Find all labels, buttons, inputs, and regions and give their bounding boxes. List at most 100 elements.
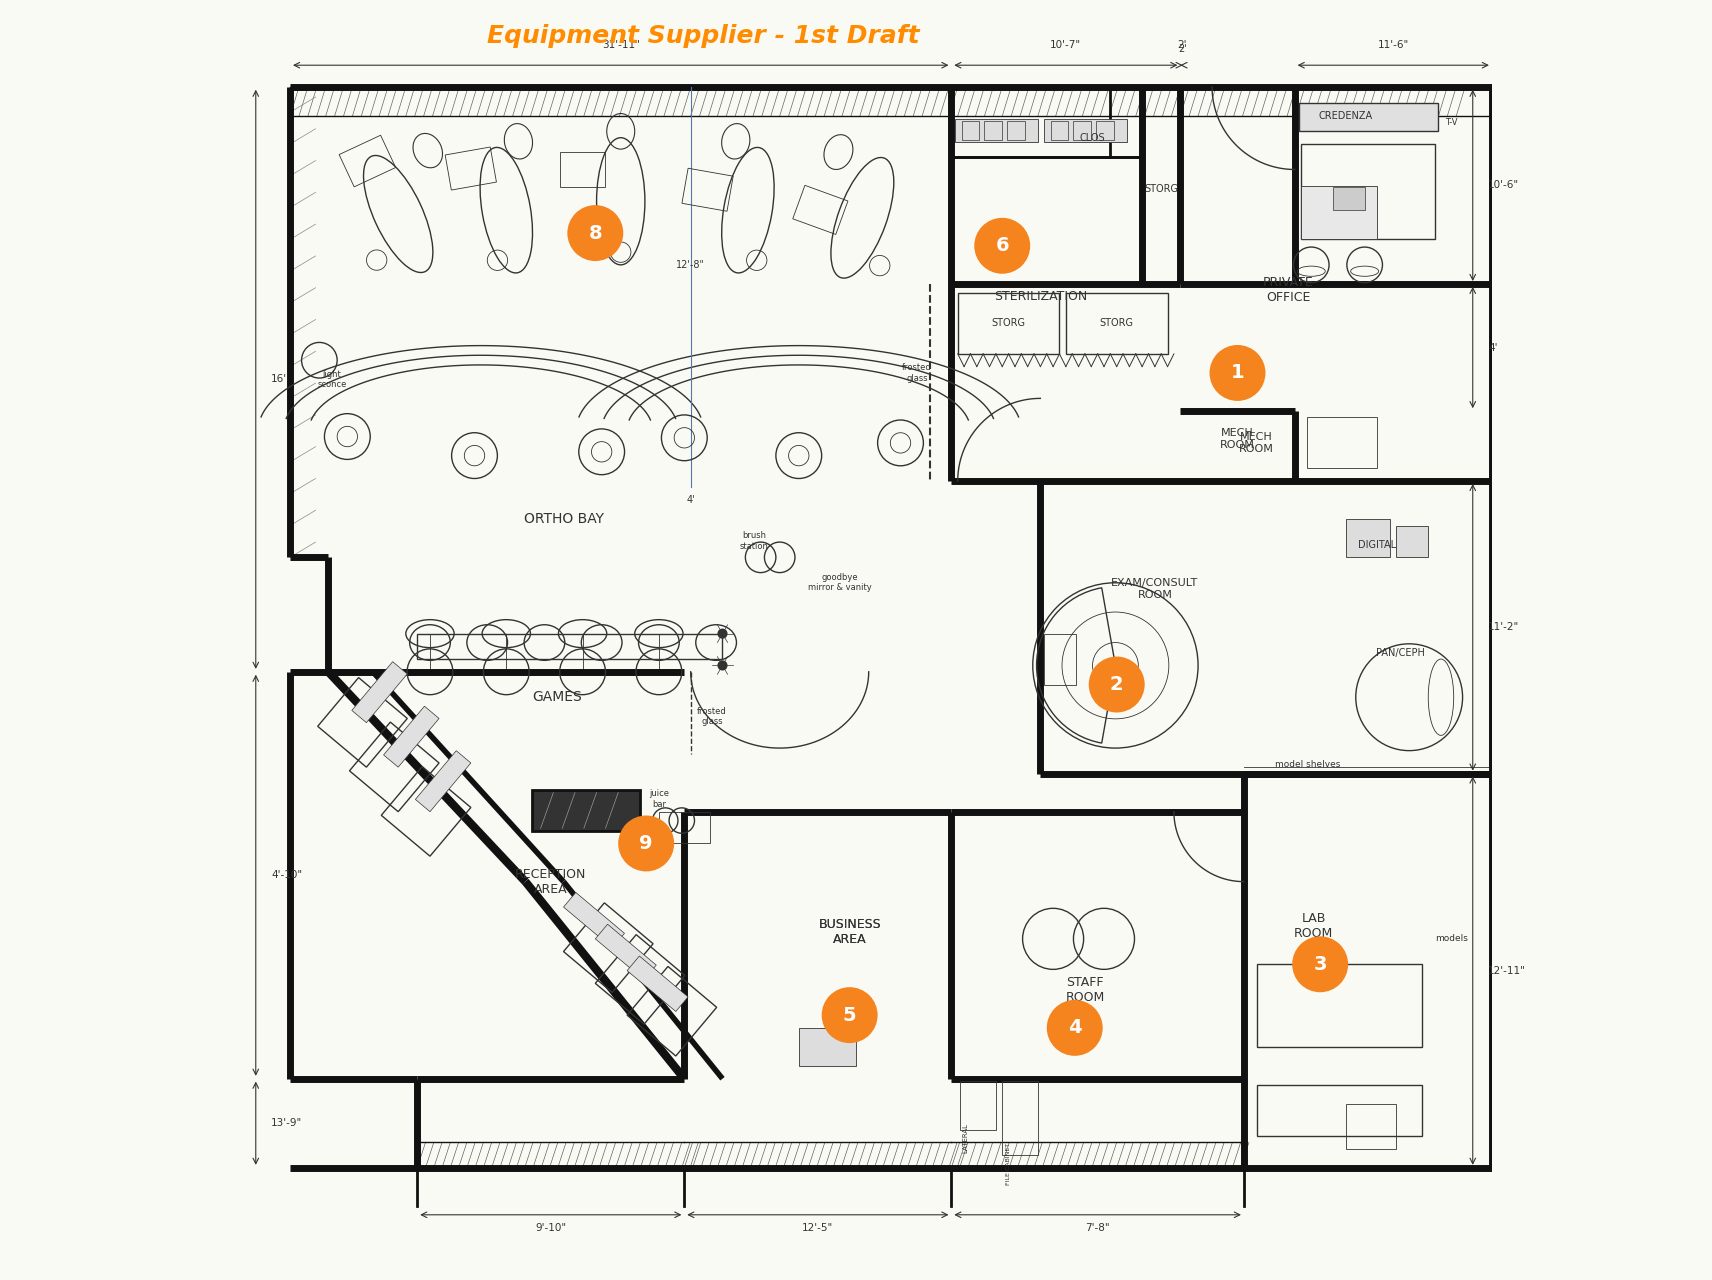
- Circle shape: [717, 660, 728, 671]
- Text: MECH
ROOM: MECH ROOM: [1221, 429, 1255, 449]
- Text: 4': 4': [1488, 343, 1498, 352]
- Bar: [962, 122, 979, 141]
- Bar: [1298, 104, 1438, 132]
- Bar: [1301, 186, 1378, 239]
- Text: 12'-8": 12'-8": [676, 260, 705, 270]
- Bar: [955, 119, 1037, 142]
- Text: STAFF
ROOM: STAFF ROOM: [1065, 975, 1104, 1004]
- Text: BUSINESS
AREA: BUSINESS AREA: [818, 919, 882, 946]
- Bar: [596, 934, 685, 1024]
- Text: 4'-10": 4'-10": [270, 870, 301, 881]
- Bar: [563, 902, 652, 992]
- Text: frosted
glass: frosted glass: [697, 707, 728, 726]
- Bar: [1051, 122, 1068, 141]
- Text: model shelves: model shelves: [1275, 760, 1340, 769]
- Text: ORTHO BAY: ORTHO BAY: [524, 512, 604, 526]
- Bar: [532, 790, 640, 831]
- Text: FILE CABINET: FILE CABINET: [1007, 1143, 1012, 1185]
- Bar: [1067, 293, 1168, 353]
- Circle shape: [822, 987, 878, 1043]
- Text: LATERAL: LATERAL: [962, 1124, 969, 1153]
- Bar: [627, 956, 688, 1011]
- Circle shape: [1046, 1000, 1103, 1056]
- Text: 13'-9": 13'-9": [270, 1119, 303, 1128]
- Text: PAN/CEPH: PAN/CEPH: [1376, 648, 1424, 658]
- Text: 8: 8: [589, 224, 603, 243]
- Bar: [351, 662, 407, 723]
- Bar: [957, 293, 1060, 353]
- Text: GAMES: GAMES: [532, 690, 582, 704]
- Text: 7'-8": 7'-8": [1085, 1222, 1109, 1233]
- Circle shape: [1209, 346, 1265, 401]
- Bar: [1346, 520, 1390, 557]
- Circle shape: [717, 628, 728, 639]
- Text: light
sconce: light sconce: [317, 370, 348, 389]
- Bar: [1257, 1085, 1423, 1135]
- Bar: [1257, 964, 1423, 1047]
- Text: T-V: T-V: [1445, 118, 1457, 127]
- Bar: [563, 892, 625, 948]
- Bar: [1096, 122, 1115, 141]
- Circle shape: [974, 218, 1031, 274]
- Bar: [960, 1082, 996, 1129]
- Bar: [596, 924, 656, 979]
- Circle shape: [1293, 936, 1347, 992]
- Text: EXAM/CONSULT
ROOM: EXAM/CONSULT ROOM: [1111, 579, 1198, 600]
- Text: 11'-6": 11'-6": [1378, 40, 1409, 50]
- Circle shape: [618, 815, 675, 872]
- Text: 9: 9: [639, 835, 652, 852]
- Bar: [349, 722, 438, 812]
- Text: BUSINESS
AREA: BUSINESS AREA: [818, 919, 882, 946]
- Bar: [1007, 122, 1025, 141]
- Text: PRIVATE
OFFICE: PRIVATE OFFICE: [1263, 276, 1313, 305]
- Text: CLOS: CLOS: [1080, 133, 1106, 142]
- Bar: [681, 168, 733, 211]
- Text: brush
station: brush station: [740, 531, 769, 550]
- Text: STORG: STORG: [991, 319, 1025, 329]
- Bar: [800, 1028, 856, 1066]
- Bar: [339, 136, 395, 187]
- Circle shape: [567, 205, 623, 261]
- Text: 12'-11": 12'-11": [1488, 965, 1525, 975]
- Bar: [1301, 145, 1435, 239]
- Bar: [1044, 119, 1126, 142]
- Bar: [1002, 1082, 1037, 1155]
- Circle shape: [1089, 657, 1145, 713]
- Text: 2': 2': [1176, 40, 1186, 50]
- Bar: [416, 750, 471, 812]
- Text: 6: 6: [995, 237, 1008, 255]
- Text: 2: 2: [1109, 675, 1123, 694]
- Bar: [793, 186, 847, 234]
- Text: MECH
ROOM: MECH ROOM: [1239, 433, 1274, 453]
- Text: juice
bar: juice bar: [649, 790, 669, 809]
- Bar: [318, 677, 407, 767]
- Text: STERILIZATION: STERILIZATION: [993, 291, 1087, 303]
- Bar: [1346, 1105, 1397, 1148]
- Bar: [659, 812, 710, 844]
- Text: 1: 1: [1231, 364, 1245, 383]
- Bar: [560, 152, 606, 187]
- Bar: [418, 634, 722, 659]
- Bar: [383, 707, 438, 767]
- Text: 16': 16': [270, 374, 288, 384]
- Text: STORG: STORG: [1144, 183, 1178, 193]
- Text: 5: 5: [842, 1006, 856, 1025]
- Bar: [382, 767, 471, 856]
- Text: RECEPTION
AREA: RECEPTION AREA: [515, 868, 587, 896]
- Bar: [1397, 526, 1428, 557]
- Bar: [1334, 187, 1364, 210]
- Text: Equipment Supplier - 1st Draft: Equipment Supplier - 1st Draft: [488, 24, 919, 47]
- Text: goodbye
mirror & vanity: goodbye mirror & vanity: [808, 573, 871, 593]
- Text: 11'-2": 11'-2": [1488, 622, 1519, 632]
- Text: CREDENZA: CREDENZA: [1318, 111, 1373, 122]
- Text: 4: 4: [1068, 1019, 1082, 1037]
- Text: 31'-11": 31'-11": [603, 40, 640, 50]
- Text: 3: 3: [1313, 955, 1327, 974]
- Text: models: models: [1435, 934, 1467, 943]
- Text: 10'-6": 10'-6": [1488, 180, 1519, 191]
- Bar: [1044, 634, 1077, 685]
- Bar: [627, 966, 717, 1056]
- Text: 9'-10": 9'-10": [536, 1222, 567, 1233]
- Text: STORG: STORG: [1099, 319, 1133, 329]
- Text: 2': 2': [1178, 44, 1186, 54]
